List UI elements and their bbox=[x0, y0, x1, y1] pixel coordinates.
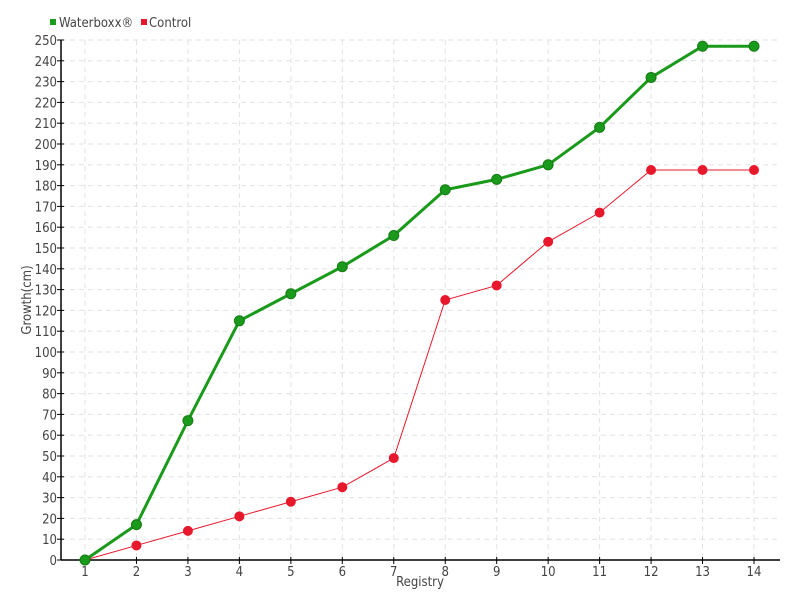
x-tick-label: 12 bbox=[644, 565, 659, 580]
y-tick-label: 50 bbox=[42, 450, 57, 465]
series-line-control bbox=[84, 169, 754, 561]
y-tick-label: 250 bbox=[35, 34, 57, 49]
data-point-control bbox=[594, 207, 605, 218]
legend-label-control: Control bbox=[149, 16, 191, 31]
y-tick-label: 110 bbox=[35, 325, 57, 340]
y-tick-label: 60 bbox=[42, 429, 57, 444]
x-tick-label: 2 bbox=[133, 565, 140, 580]
series bbox=[79, 40, 760, 566]
y-tick-label: 200 bbox=[35, 138, 57, 153]
x-tick-label: 5 bbox=[287, 565, 294, 580]
y-tick-label: 160 bbox=[35, 221, 57, 236]
data-point-control bbox=[337, 482, 348, 493]
y-tick-label: 240 bbox=[35, 55, 57, 70]
grid bbox=[61, 39, 780, 560]
y-tick-label: 30 bbox=[42, 492, 57, 507]
data-point-control bbox=[234, 511, 245, 522]
data-point-control bbox=[646, 165, 657, 175]
y-tick-label: 150 bbox=[35, 242, 57, 257]
y-tick-label: 230 bbox=[35, 76, 57, 91]
y-tick-label: 90 bbox=[42, 367, 57, 382]
y-tick-label: 220 bbox=[35, 96, 57, 111]
x-tick-label: 3 bbox=[184, 565, 191, 580]
x-tick-label: 7 bbox=[390, 565, 397, 580]
data-point-control bbox=[388, 453, 399, 464]
y-tick-label: 70 bbox=[42, 408, 57, 423]
data-point-waterboxx bbox=[233, 315, 245, 327]
data-point-waterboxx bbox=[697, 40, 709, 52]
y-tick-label: 100 bbox=[35, 346, 57, 361]
x-tick-label: 4 bbox=[236, 565, 243, 580]
data-point-waterboxx bbox=[388, 230, 400, 242]
series-line-waterboxx bbox=[84, 44, 754, 562]
legend-swatch-control bbox=[141, 19, 147, 25]
data-point-waterboxx bbox=[439, 184, 451, 196]
data-point-waterboxx bbox=[542, 159, 554, 171]
y-tick-label: 210 bbox=[35, 117, 57, 132]
data-point-control bbox=[749, 165, 759, 175]
y-tick-label: 120 bbox=[35, 304, 57, 319]
x-tick-label: 9 bbox=[493, 565, 500, 580]
y-tick-label: 80 bbox=[42, 388, 57, 403]
data-point-control bbox=[491, 280, 502, 291]
data-point-waterboxx bbox=[336, 261, 348, 273]
x-axis-label: Registry bbox=[396, 575, 444, 590]
y-tick-label: 0 bbox=[50, 554, 57, 569]
data-point-waterboxx bbox=[130, 519, 142, 531]
data-point-waterboxx bbox=[594, 121, 606, 133]
y-tick-label: 190 bbox=[35, 159, 57, 174]
y-tick-label: 20 bbox=[42, 512, 57, 527]
legend: Waterboxx® Control bbox=[50, 16, 191, 31]
x-tick-label: 1 bbox=[81, 565, 88, 580]
data-point-waterboxx bbox=[645, 71, 657, 83]
y-tick-label: 170 bbox=[35, 200, 57, 215]
data-point-waterboxx bbox=[182, 415, 194, 427]
legend-label-waterboxx: Waterboxx® bbox=[59, 16, 133, 31]
data-point-control bbox=[285, 496, 296, 507]
x-tick-label: 13 bbox=[695, 565, 710, 580]
data-point-waterboxx bbox=[79, 554, 91, 566]
data-point-control bbox=[131, 540, 142, 551]
x-tick-label: 8 bbox=[442, 565, 449, 580]
y-axis-label: Growth(cm) bbox=[20, 265, 35, 334]
data-point-control bbox=[697, 165, 708, 175]
data-point-control bbox=[182, 525, 193, 536]
y-tick-label: 10 bbox=[42, 533, 57, 548]
data-point-control bbox=[440, 295, 451, 305]
data-point-waterboxx bbox=[285, 288, 297, 300]
y-tick-label: 180 bbox=[35, 180, 57, 195]
y-tick-label: 130 bbox=[35, 284, 57, 299]
x-tick-label: 11 bbox=[592, 565, 607, 580]
y-tick-label: 40 bbox=[42, 471, 57, 486]
y-tick-label: 140 bbox=[35, 263, 57, 278]
data-point-waterboxx bbox=[491, 173, 503, 185]
x-tick-label: 14 bbox=[747, 565, 762, 580]
x-tick-label: 10 bbox=[541, 565, 556, 580]
legend-swatch-waterboxx bbox=[50, 19, 56, 25]
data-point-waterboxx bbox=[748, 40, 760, 52]
x-tick-label: 6 bbox=[339, 565, 346, 580]
axes: 0102030405060708090100110120130140150160… bbox=[35, 34, 780, 580]
data-point-control bbox=[543, 236, 554, 247]
